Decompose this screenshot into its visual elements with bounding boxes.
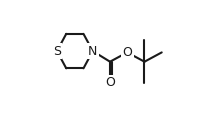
Text: S: S [53,45,61,58]
Text: N: N [88,45,97,58]
Text: O: O [105,76,115,89]
Text: O: O [122,46,132,59]
